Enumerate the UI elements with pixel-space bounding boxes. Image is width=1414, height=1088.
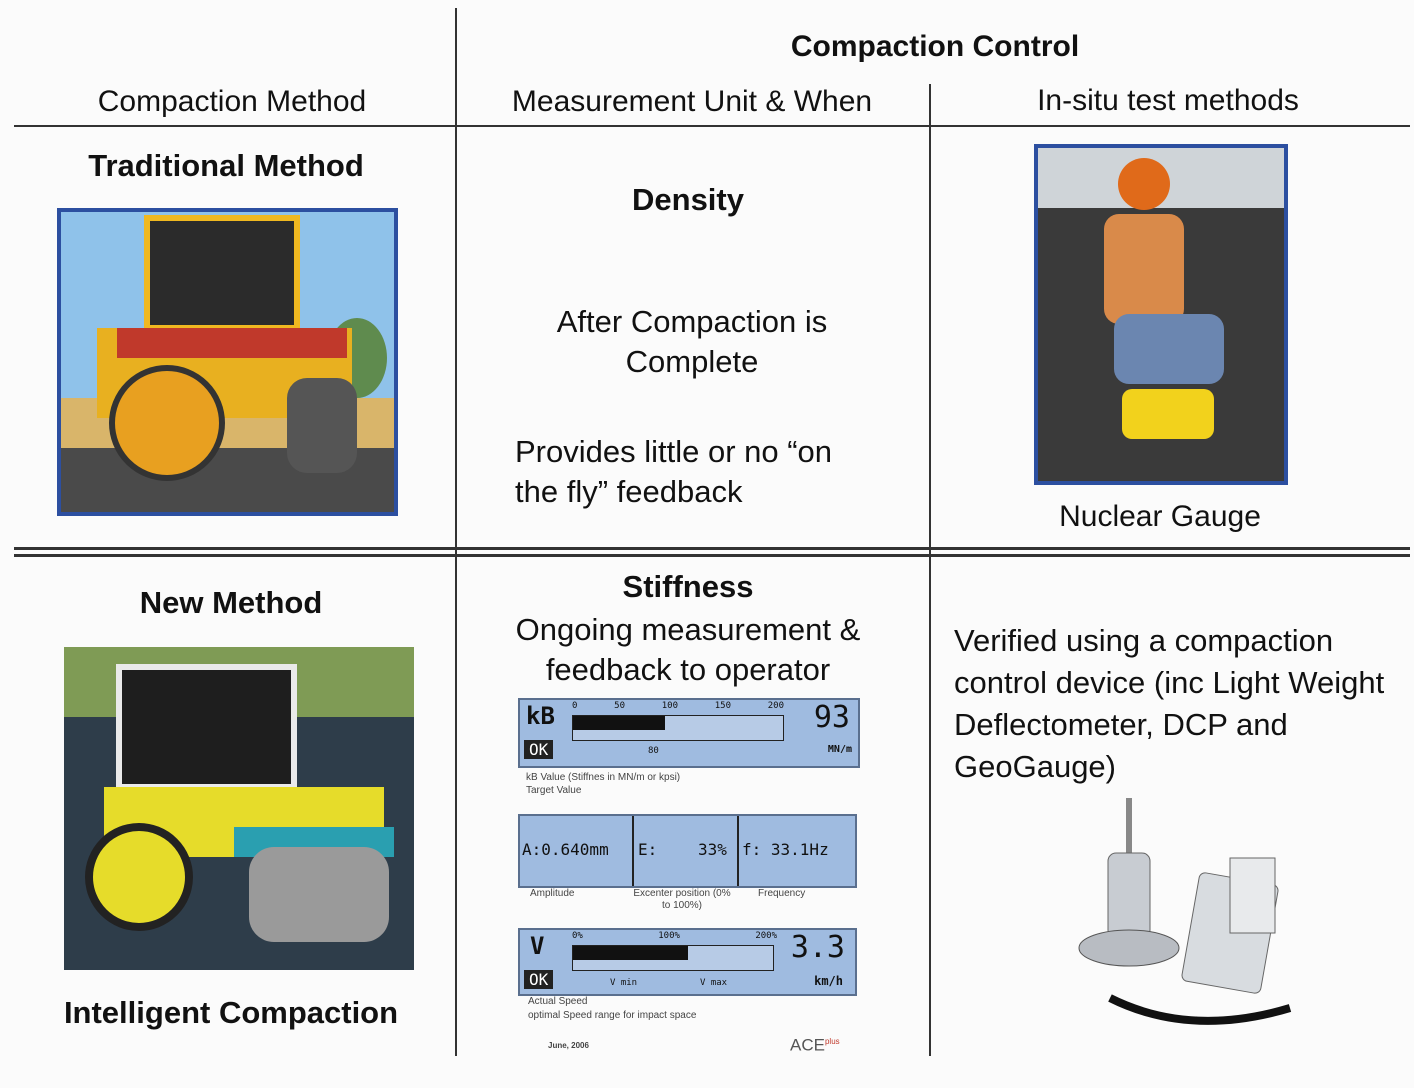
column-divider [455, 8, 457, 1056]
footer-brand: ACEplus [790, 1032, 840, 1056]
gauge-fill [573, 946, 688, 960]
panel-scale: 0 50 100 150 200 [572, 701, 784, 711]
measure-title: Density [632, 182, 744, 217]
panel-note: Excenter position (0% to 100%) [633, 888, 731, 911]
panel-mark: V min [610, 978, 638, 988]
scale-label: 200% [755, 931, 777, 941]
note: Ongoing measurement & feedback to operat… [515, 612, 861, 687]
measure-title: Stiffness [622, 569, 754, 604]
panel-note: Actual Speed [528, 996, 588, 1007]
roller-photo [57, 208, 398, 516]
panel-unit: km/h [814, 974, 843, 988]
column-header: In-situ test methods [1037, 84, 1299, 117]
scale-label: 0 [572, 701, 578, 711]
panel-cell: E: [638, 840, 658, 859]
footer-date: June, 2006 [548, 1041, 589, 1050]
panel-gauge [572, 715, 784, 741]
panel-cell: A:0.640mm [522, 840, 609, 859]
method-title: Traditional Method [88, 148, 364, 183]
group-title: Compaction Control [790, 30, 1080, 63]
scale-label: 200 [767, 701, 784, 711]
display-panel: A:0.640mm E: 33% f: 33.1Hz [518, 814, 857, 888]
gauge-fill [573, 716, 665, 730]
panel-note: Target Value [526, 785, 582, 796]
scale-label: 150 [714, 701, 731, 711]
ic-roller-photo [64, 647, 414, 970]
panel-gauge [572, 945, 774, 971]
panel-value: 3.3 [790, 930, 845, 965]
note: Provides little or no “on the fly” feedb… [515, 434, 833, 509]
panel-note: optimal Speed range for impact space [528, 1010, 697, 1021]
panel-cell: 33% [698, 840, 727, 859]
test-description: Verified using a compaction control devi… [954, 623, 1385, 784]
panel-mark: V max [700, 978, 728, 988]
scale-label: 0% [572, 931, 583, 941]
row-rule [14, 547, 1410, 550]
cell-divider [737, 816, 739, 886]
brand-name: ACE [790, 1035, 825, 1055]
column-header: Compaction Method [97, 85, 367, 118]
scale-label: 100 [661, 701, 678, 711]
panel-target: 80 [648, 746, 659, 756]
panel-status: OK [524, 970, 554, 989]
panel-value: 93 [813, 700, 850, 735]
panel-unit: MN/m [827, 744, 852, 755]
panel-symbol: kB [526, 702, 555, 730]
scale-label: 100% [658, 931, 680, 941]
scale-label: 50 [614, 701, 625, 711]
panel-note: Amplitude [530, 888, 575, 899]
nuclear-gauge-photo [1034, 144, 1288, 485]
column-header: Measurement Unit & When [511, 85, 873, 118]
device-photo [1078, 798, 1292, 1025]
row-rule [14, 554, 1410, 557]
panel-status: OK [524, 740, 554, 759]
panel-scale: 0% 100% 200% [572, 931, 777, 941]
display-panel: V OK 0% 100% 200% V min V max 3.3 km/h [518, 928, 857, 996]
header-rule [14, 125, 1410, 127]
panel-note: Frequency [758, 888, 806, 899]
panel-symbol: V [530, 932, 545, 960]
note: After Compaction is Complete [556, 304, 828, 379]
panel-note: kB Value (Stiffnes in MN/m or kpsi) [526, 772, 681, 783]
display-panel: kB OK 0 50 100 150 200 80 93 MN/m [518, 698, 860, 768]
cell-divider [632, 816, 634, 886]
panel-cell: f: 33.1Hz [742, 840, 829, 859]
column-divider [929, 84, 931, 1056]
method-caption: Intelligent Compaction [63, 995, 399, 1030]
method-title: New Method [139, 585, 323, 620]
brand-sup: plus [824, 1037, 840, 1046]
test-label: Nuclear Gauge [1059, 500, 1261, 533]
